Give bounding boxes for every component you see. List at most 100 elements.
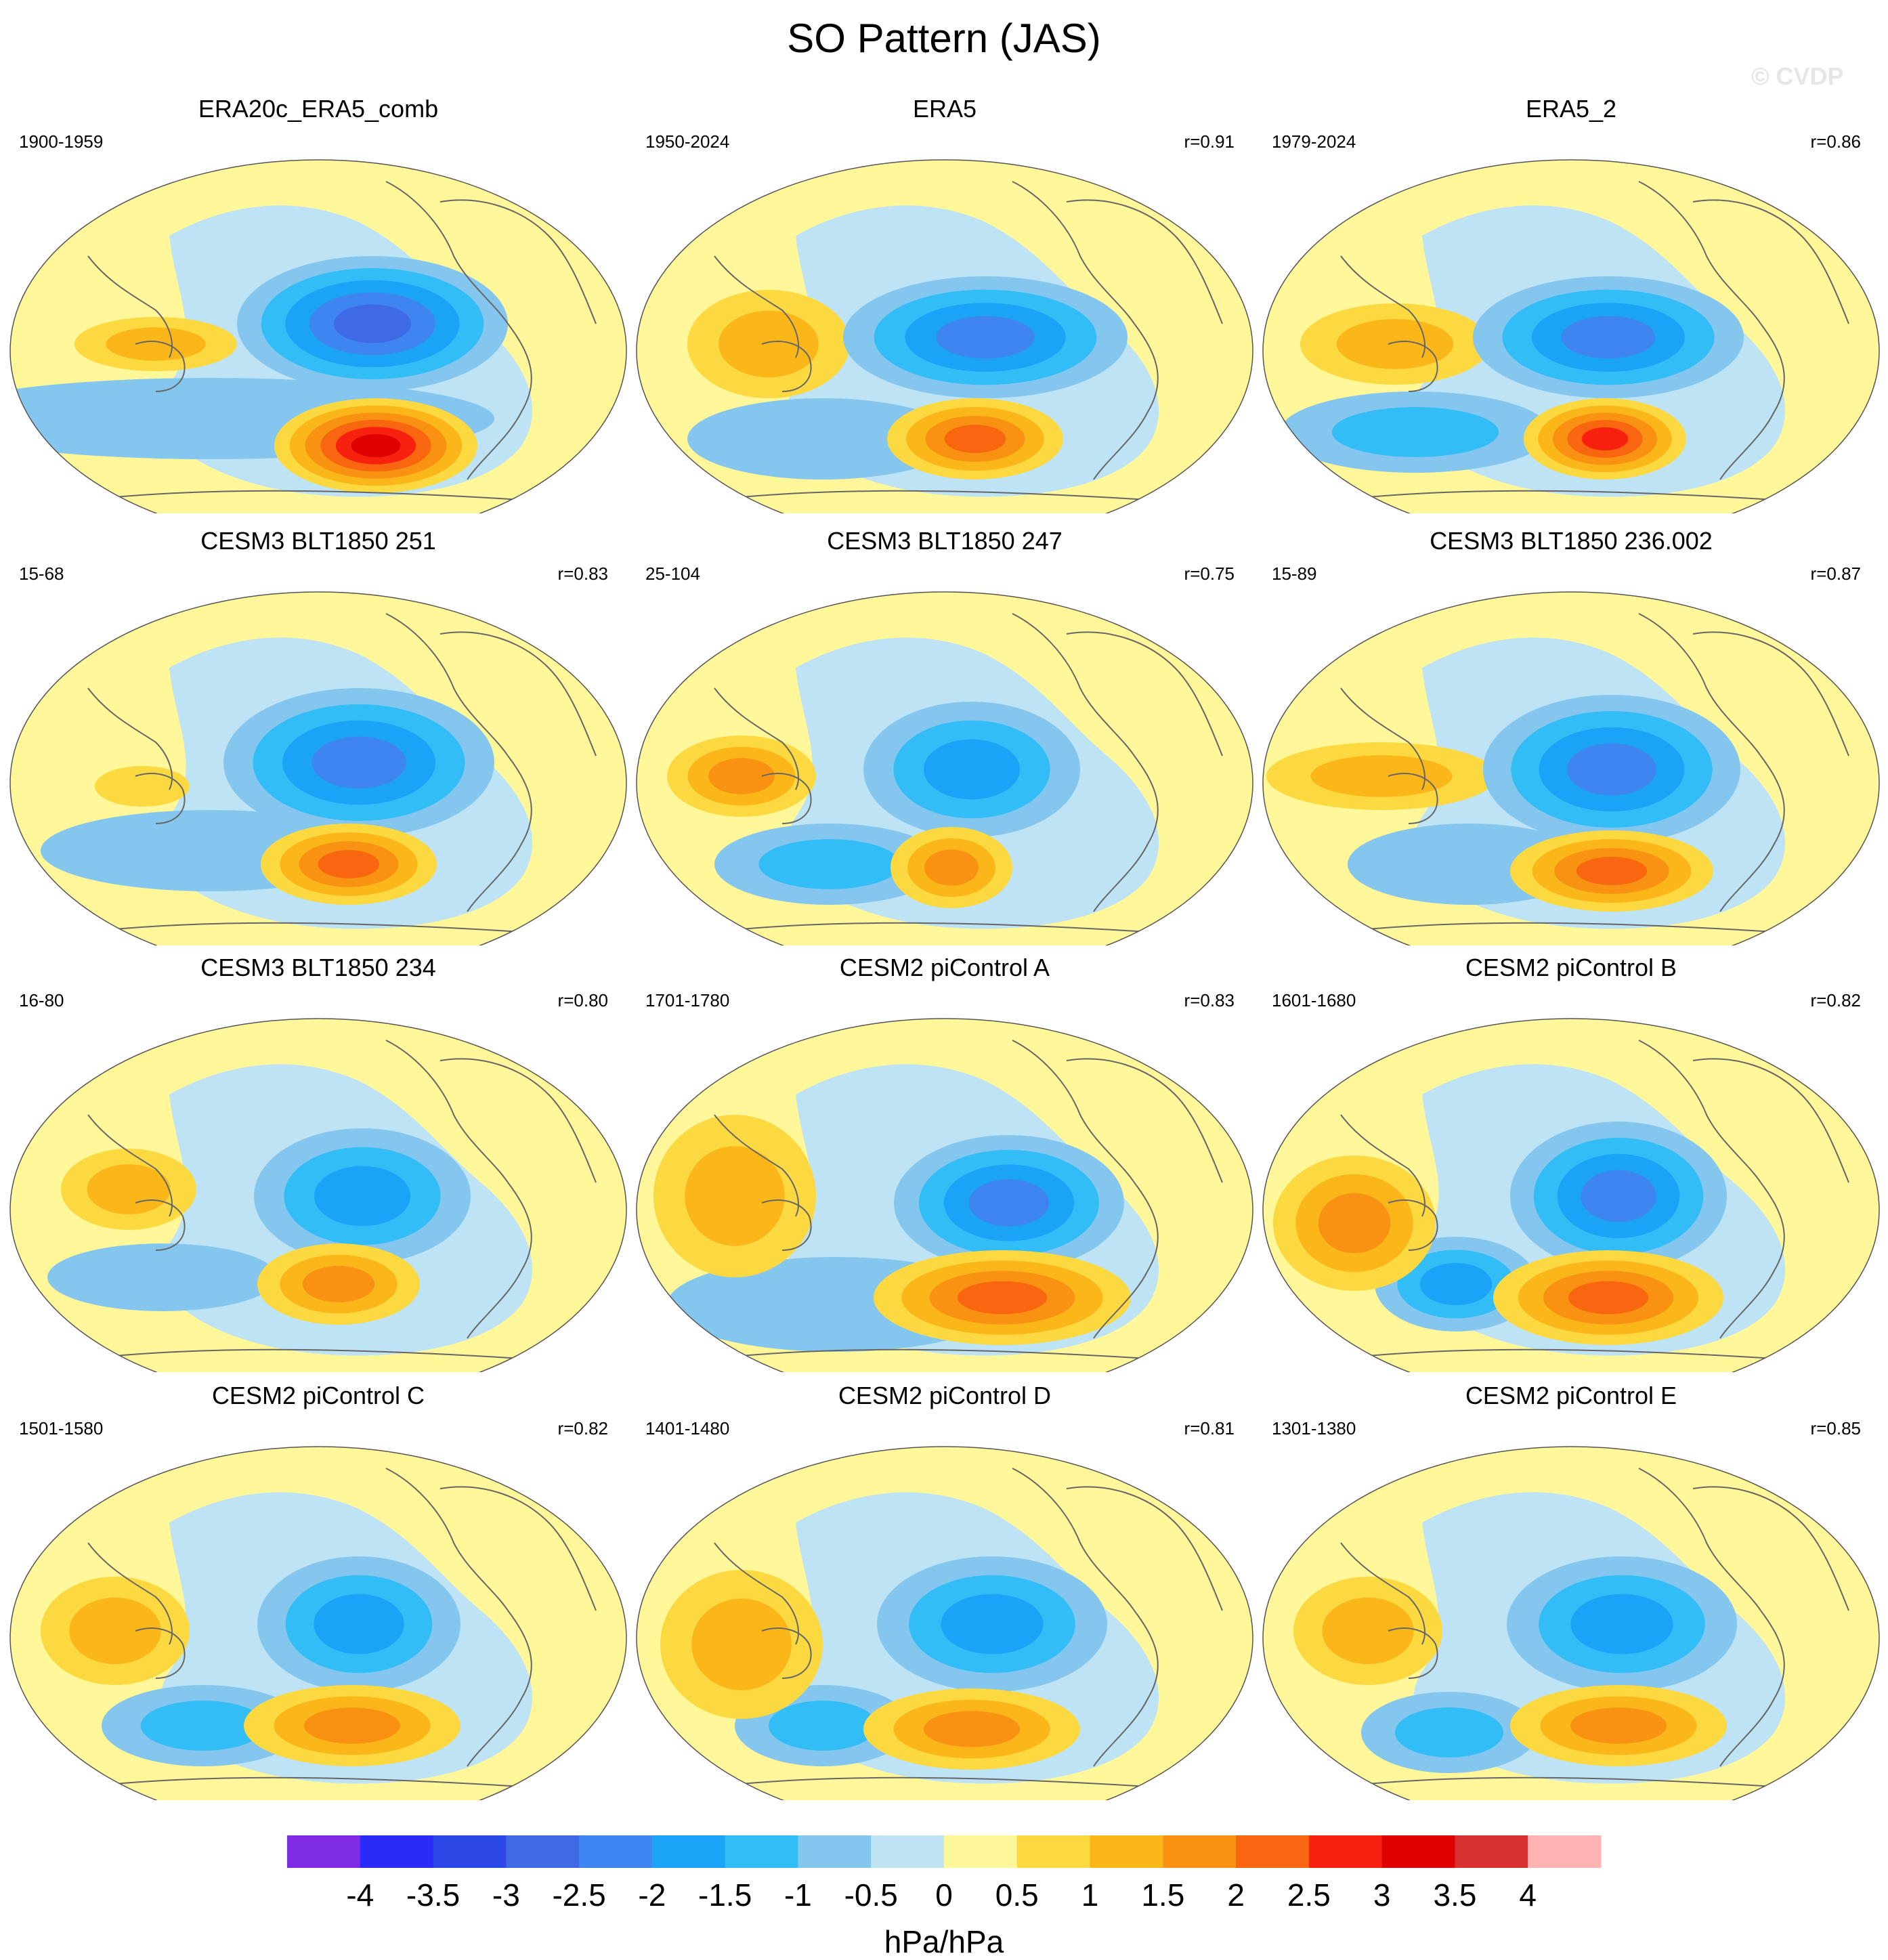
panel-period: 1701-1780 [645,990,730,1010]
sea-level-pressure-map [9,159,627,513]
southern-positive-contour [1576,857,1648,885]
panel-correlation: r=0.82 [557,1418,608,1439]
southern-positive-contour [351,434,401,457]
map-outline [1262,1018,1880,1372]
southern-ocean-negative-contour [1395,1707,1503,1757]
coastline [1340,687,1425,790]
coastline [714,490,1149,500]
map-panel: CESM3 BLT1850 234 16-80 r=0.80 [7,954,630,1373]
south-pacific-negative-contour [1566,743,1657,796]
southern-ocean-negative-contour [769,1701,877,1751]
figure-title: SO Pattern (JAS) [787,16,1101,61]
colorbar-swatch [579,1835,653,1868]
coastline [1638,181,1761,324]
colorbar-swatch [1308,1835,1383,1868]
panel-title: CESM3 BLT1850 234 [200,954,436,981]
colorbar-swatch [1090,1835,1163,1868]
coastline [1012,181,1135,324]
southern-positive-contour [1581,427,1629,451]
coastline [1638,1040,1761,1183]
indian-ocean-positive-contour [691,1598,792,1690]
coastline [87,922,522,933]
southern-positive-contour [957,1281,1048,1315]
panel-period: 1501-1580 [19,1418,104,1439]
map-panel: CESM2 piControl D 1401-1480 r=0.81 [633,1382,1256,1802]
panel-title: CESM3 BLT1850 247 [827,527,1063,555]
map-panel: ERA5 1950-2024 r=0.91 [633,95,1256,515]
sea-level-pressure-map [1262,1018,1880,1372]
southern-ocean-negative-contour [140,1701,266,1751]
coastline [1012,613,1135,757]
colorbar-swatch [433,1835,507,1868]
south-pacific-negative-contour [1570,1594,1673,1655]
map-outline [1262,159,1880,513]
panel-title: ERA20c_ERA5_comb [198,95,439,123]
panel-period: 1301-1380 [1272,1418,1356,1439]
coastline [87,490,522,500]
colorbar-tick-label: 3 [1373,1877,1391,1913]
coastline [714,1542,799,1645]
coastline [761,341,812,392]
south-pacific-negative-contour [314,1166,411,1227]
colorbar-tick-label: 1.5 [1141,1877,1184,1913]
coastline [714,687,799,790]
colorbar-swatch [1455,1835,1528,1868]
coastline [1093,323,1159,480]
panel-period: 15-68 [19,563,64,584]
sea-level-pressure-map [636,1446,1253,1800]
coastline [714,1776,1149,1787]
southern-positive-contour [924,849,979,886]
southern-positive-contour [1570,1707,1667,1744]
southern-ocean-negative-contour [687,398,958,480]
panel-period: 1401-1480 [645,1418,730,1439]
coastline [761,1199,812,1251]
colorbar-swatch [1163,1835,1237,1868]
coastline [135,1199,186,1251]
colorbar-tick-label: 1 [1081,1877,1099,1913]
southern-positive-contour [303,1707,401,1744]
coastline [761,1627,812,1679]
colorbar-tick-label: -1 [784,1877,812,1913]
coastline [1692,1486,1849,1611]
coastline [1719,755,1785,912]
colorbar-swatch [1236,1835,1310,1868]
coastline [1066,199,1223,324]
indian-ocean-positive-contour [718,310,819,378]
colorbar-swatch [360,1835,434,1868]
coastline [1340,1776,1775,1787]
colorbar-swatch [871,1835,945,1868]
panel-correlation: r=0.87 [1810,563,1861,584]
coastline [1340,1348,1775,1359]
coastline [1719,1610,1785,1767]
panel-title: ERA5 [912,95,977,123]
map-panel: CESM3 BLT1850 236.002 15-89 r=0.87 [1260,527,1883,947]
coastline [1066,631,1223,757]
coastline [467,323,532,480]
panel-correlation: r=0.86 [1810,131,1861,152]
panel-period: 1950-2024 [645,131,730,152]
coastline [1388,773,1438,824]
coastline [714,1348,1149,1359]
panel-period: 1979-2024 [1272,131,1356,152]
coastline [1340,255,1425,358]
coastline [439,199,597,324]
sea-level-pressure-map [636,1018,1253,1372]
coastline [87,255,173,358]
panel-title: CESM2 piControl E [1465,1382,1677,1409]
southern-positive-contour [318,850,380,878]
colorbar-tick-label: -2.5 [552,1877,605,1913]
coastline [467,1182,532,1339]
coastline [1388,341,1438,392]
coastline [761,773,812,824]
coastline [87,1776,522,1787]
south-pacific-negative-contour [1561,316,1656,359]
map-panel: ERA20c_ERA5_comb 1900-1959 [7,95,630,515]
coastline [87,1542,173,1645]
sea-level-pressure-map [9,591,627,945]
colorbar-swatch [1016,1835,1091,1868]
coastline [87,1114,173,1217]
map-outline [636,1446,1253,1800]
colorbar-swatch [506,1835,580,1868]
map-outline [9,159,627,513]
panel-title: CESM2 piControl B [1465,954,1677,981]
